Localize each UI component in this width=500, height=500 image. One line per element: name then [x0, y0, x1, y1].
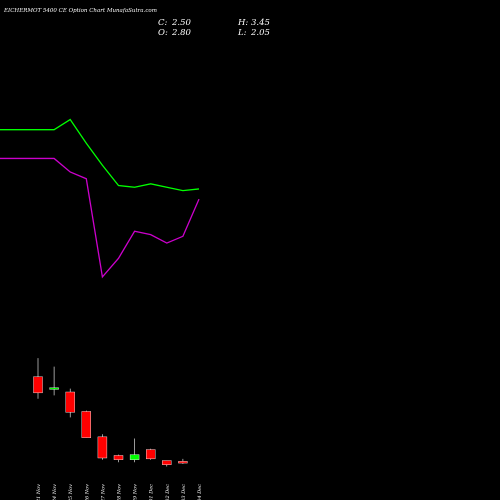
candle-21-nov [33, 358, 43, 399]
open-label: O: [158, 28, 168, 38]
candle-02-dec [162, 460, 172, 467]
x-tick-label: 26 Nov [84, 484, 90, 500]
chart-title: EICHERMOT 5400 CE Option Chart MunafaSut… [3, 8, 157, 14]
close-label: C: [158, 18, 168, 28]
candle-01-dec [145, 448, 156, 460]
close-value: 2.50 [171, 18, 192, 28]
candle-28-nov [113, 454, 124, 463]
x-tick-label: 03 Dec [181, 484, 187, 500]
candle-body [113, 455, 124, 460]
candle-body [162, 460, 172, 465]
x-axis-ticks: 21 Nov 24 Nov 25 Nov 26 Nov 27 Nov 28 Nov 29 N… [36, 484, 203, 500]
candle-body [65, 391, 75, 413]
indicator-lines [0, 118, 200, 279]
candle-25-nov [65, 388, 75, 418]
candle-27-nov [97, 434, 108, 460]
low-value: 2.05 [250, 28, 270, 38]
candle-body [33, 376, 43, 394]
x-tick-label: 28 Nov [117, 484, 123, 500]
low-label: L: [237, 28, 247, 38]
candle-body [145, 449, 156, 460]
x-tick-label: 27 Nov [100, 484, 106, 500]
x-tick-label: 21 Nov [36, 484, 42, 500]
candlesticks [33, 358, 188, 467]
x-tick-label: 04 Dec [197, 484, 203, 500]
candle-body [97, 436, 108, 459]
candle-29-nov [129, 438, 140, 463]
candle-body [81, 411, 92, 438]
candle-body [49, 387, 59, 390]
indicator-line-magenta [0, 157, 200, 279]
high-value: 3.45 [251, 18, 270, 28]
candle-03-dec [178, 458, 188, 464]
indicator-line-green [0, 118, 200, 192]
x-tick-label: 01 Dec [149, 484, 155, 500]
candle-body [129, 454, 140, 460]
x-tick-label: 29 Nov [133, 484, 139, 500]
candle-26-nov [81, 410, 92, 438]
candle-24-nov [49, 366, 59, 396]
x-tick-label: 24 Nov [52, 484, 58, 500]
x-tick-label: 02 Dec [165, 484, 171, 500]
x-tick-label: 25 Nov [68, 484, 74, 500]
high-label: H: [237, 18, 248, 28]
open-value: 2.80 [171, 28, 192, 38]
candle-body [178, 461, 188, 464]
